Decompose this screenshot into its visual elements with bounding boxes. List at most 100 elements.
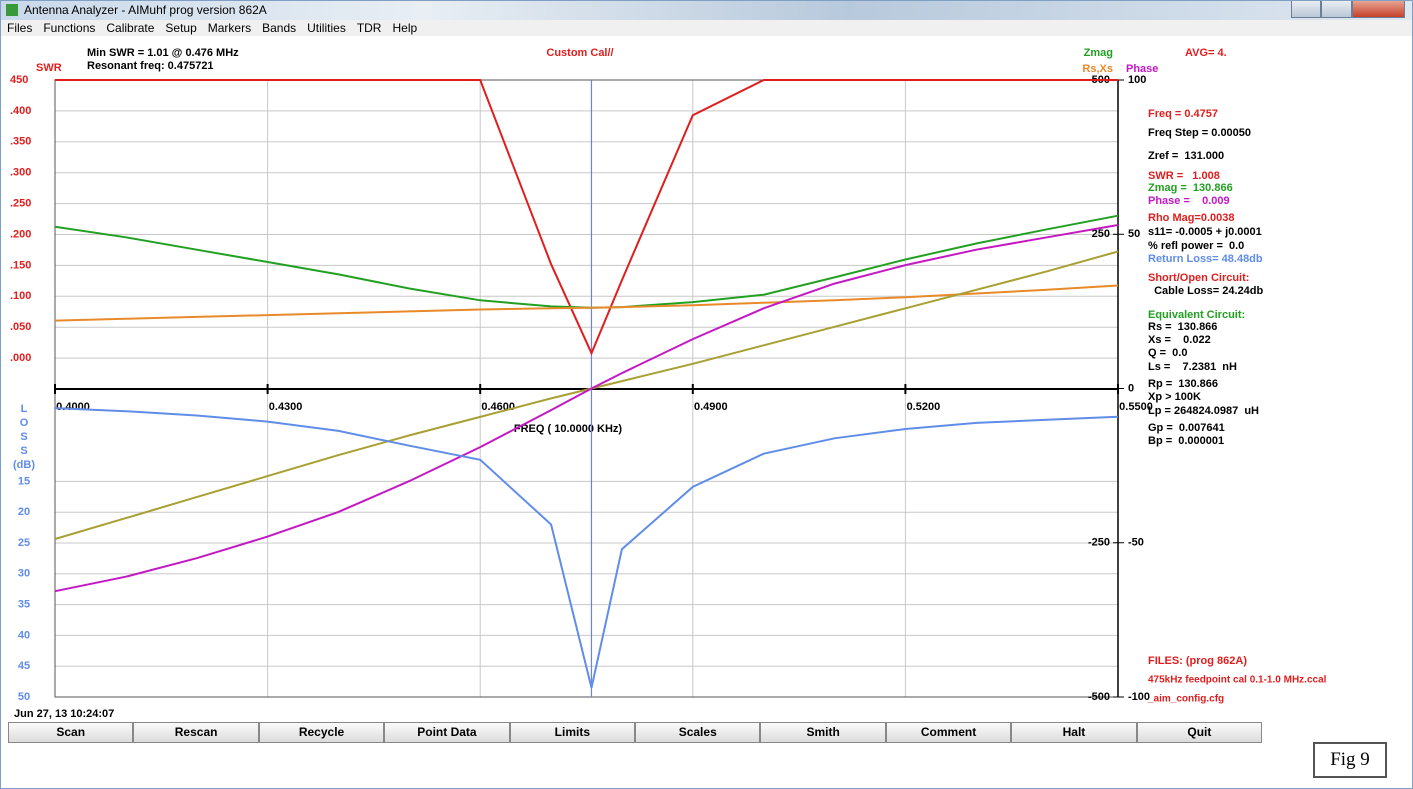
loss-tick-label: 40: [18, 629, 30, 641]
title-bar: Antenna Analyzer - AIMuhf prog version 8…: [0, 0, 1413, 20]
loss-tick-label: 15: [18, 475, 30, 487]
info-text: Ls = 7.2381 nH: [1148, 361, 1237, 373]
info-text: Gp = 0.007641: [1148, 422, 1225, 434]
swr-tick-label: .200: [10, 228, 31, 240]
button[interactable]: Smith: [760, 722, 885, 743]
minimize-button[interactable]: [1291, 0, 1321, 18]
header-text: Resonant freq: 0.475721: [87, 60, 214, 72]
window-title: Antenna Analyzer - AIMuhf prog version 8…: [24, 3, 267, 17]
loss-tick-label: 20: [18, 506, 30, 518]
info-text: Rp = 130.866: [1148, 378, 1218, 390]
info-text: SWR = 1.008: [1148, 170, 1220, 182]
header-text: Min SWR = 1.01 @ 0.476 MHz: [87, 47, 239, 59]
info-text: Phase = 0.009: [1148, 195, 1230, 207]
x-tick-label: 0.4900: [694, 401, 728, 413]
swr-tick-label: .250: [10, 198, 31, 210]
swr-tick-label: .000: [10, 352, 31, 364]
header-text: AVG= 4.: [1185, 47, 1227, 59]
button[interactable]: Recycle: [259, 722, 384, 743]
button[interactable]: Limits: [510, 722, 635, 743]
series-line: [55, 80, 1118, 353]
swr-tick-label: .050: [10, 321, 31, 333]
info-text: Rho Mag=0.0038: [1148, 212, 1235, 224]
info-text: Cable Loss= 24.24db: [1148, 285, 1264, 297]
figure-label: Fig 9: [1313, 742, 1387, 778]
info-text: Equivalent Circuit:: [1148, 309, 1245, 321]
loss-tick-label: 25: [18, 537, 30, 549]
app-icon: [6, 4, 18, 16]
menu-item[interactable]: Markers: [201, 20, 255, 36]
x-tick-label: 0.4600: [481, 401, 515, 413]
close-button[interactable]: [1352, 0, 1405, 18]
button[interactable]: Scales: [635, 722, 760, 743]
loss-axis-label: O: [20, 417, 29, 429]
impedance-tick-label: -500: [1088, 691, 1110, 703]
maximize-button[interactable]: [1321, 0, 1351, 18]
button[interactable]: Scan: [8, 722, 133, 743]
info-text: Freq = 0.4757: [1148, 108, 1218, 120]
phase-tick-label: -50: [1128, 537, 1144, 549]
info-text: % refl power = 0.0: [1148, 240, 1244, 252]
info-text: Rs = 130.866: [1148, 321, 1217, 333]
swr-tick-label: 450: [10, 74, 28, 86]
phase-tick-label: -100: [1128, 691, 1150, 703]
menu-item[interactable]: Bands: [255, 20, 300, 36]
x-tick-label: 0.4300: [269, 401, 303, 413]
phase-tick-label: 0: [1128, 382, 1134, 394]
window-controls: [1291, 0, 1405, 18]
menu-item[interactable]: Functions: [36, 20, 99, 36]
info-text: Lp = 264824.0987 uH: [1148, 405, 1259, 417]
info-text: Freq Step = 0.00050: [1148, 127, 1251, 139]
info-text: Return Loss= 48.48db: [1148, 253, 1263, 265]
page: { "window": {"title": "Antenna Analyzer …: [0, 0, 1413, 789]
info-text: Zref = 131.000: [1148, 150, 1224, 162]
phase-tick-label: 50: [1128, 228, 1140, 240]
timestamp: Jun 27, 13 10:24:07: [14, 708, 114, 720]
info-text: s11= -0.0005 + j0.0001: [1148, 226, 1262, 238]
header-text: SWR: [36, 62, 62, 74]
header-text: Zmag: [1084, 47, 1113, 59]
header-text: Custom Cal//: [546, 47, 613, 59]
loss-axis-label: (dB): [13, 459, 35, 471]
x-tick-label: 0.4000: [56, 401, 90, 413]
info-text: Short/Open Circuit:: [1148, 272, 1249, 284]
loss-tick-label: 30: [18, 568, 30, 580]
file-text: _aim_config.cfg: [1147, 694, 1224, 705]
swr-tick-label: .400: [10, 105, 31, 117]
series-line: [55, 225, 1118, 591]
menu-item[interactable]: Files: [0, 20, 36, 36]
button[interactable]: Point Data: [384, 722, 509, 743]
info-text: Xp > 100K: [1148, 391, 1201, 403]
swr-tick-label: .150: [10, 259, 31, 271]
menu-item[interactable]: Calibrate: [99, 20, 158, 36]
button[interactable]: Halt: [1011, 722, 1136, 743]
loss-tick-label: 35: [18, 599, 30, 611]
loss-tick-label: 50: [18, 691, 30, 703]
swr-tick-label: .350: [10, 136, 31, 148]
series-line: [55, 252, 1118, 540]
info-text: Zmag = 130.866: [1148, 182, 1233, 194]
button[interactable]: Comment: [886, 722, 1011, 743]
loss-axis-label: L: [21, 403, 28, 415]
menu-item[interactable]: Help: [385, 20, 421, 36]
loss-axis-label: S: [20, 431, 27, 443]
swr-tick-label: .300: [10, 167, 31, 179]
loss-axis-label: S: [20, 445, 27, 457]
x-tick-label: 0.5200: [907, 401, 941, 413]
menu-item[interactable]: TDR: [350, 20, 386, 36]
button[interactable]: Quit: [1137, 722, 1262, 743]
impedance-tick-label: -250: [1088, 537, 1110, 549]
phase-tick-label: 100: [1128, 74, 1146, 86]
button[interactable]: Rescan: [133, 722, 258, 743]
loss-tick-label: 45: [18, 660, 30, 672]
series-line: [55, 286, 1118, 321]
menu-item[interactable]: Utilities: [300, 20, 350, 36]
info-text: Bp = 0.000001: [1148, 435, 1224, 447]
swr-tick-label: .100: [10, 290, 31, 302]
file-text: FILES: (prog 862A): [1148, 655, 1247, 667]
file-text: 475kHz feedpoint cal 0.1-1.0 MHz.ccal: [1148, 675, 1327, 686]
menu-item[interactable]: Setup: [158, 20, 200, 36]
